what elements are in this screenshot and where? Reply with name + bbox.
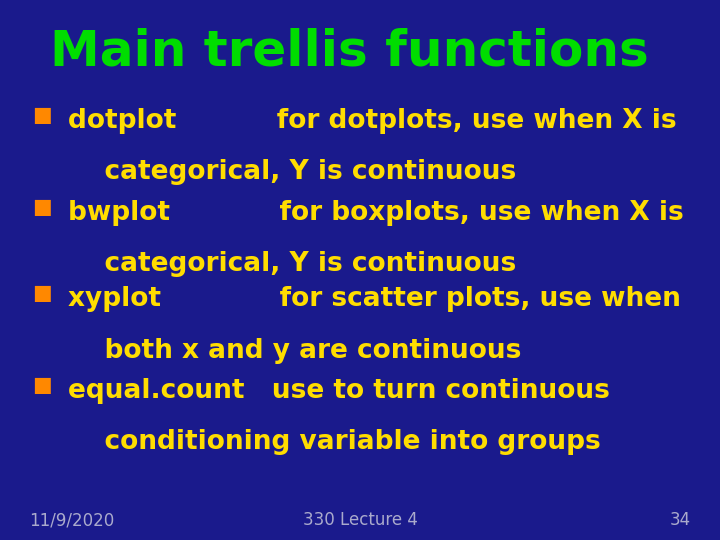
Text: 11/9/2020: 11/9/2020: [29, 511, 114, 529]
Text: conditioning variable into groups: conditioning variable into groups: [68, 429, 601, 455]
Text: ■: ■: [32, 197, 52, 217]
Text: Main trellis functions: Main trellis functions: [50, 27, 649, 75]
Text: ■: ■: [32, 284, 52, 303]
Text: both x and y are continuous: both x and y are continuous: [68, 338, 522, 363]
Text: ■: ■: [32, 105, 52, 125]
Text: dotplot           for dotplots, use when X is: dotplot for dotplots, use when X is: [68, 108, 677, 134]
Text: xyplot             for scatter plots, use when: xyplot for scatter plots, use when: [68, 286, 681, 312]
Text: bwplot            for boxplots, use when X is: bwplot for boxplots, use when X is: [68, 200, 684, 226]
Text: ■: ■: [32, 375, 52, 395]
Text: categorical, Y is continuous: categorical, Y is continuous: [68, 251, 517, 277]
Text: equal.count   use to turn continuous: equal.count use to turn continuous: [68, 378, 611, 404]
Text: categorical, Y is continuous: categorical, Y is continuous: [68, 159, 517, 185]
Text: 34: 34: [670, 511, 691, 529]
Text: 330 Lecture 4: 330 Lecture 4: [302, 511, 418, 529]
